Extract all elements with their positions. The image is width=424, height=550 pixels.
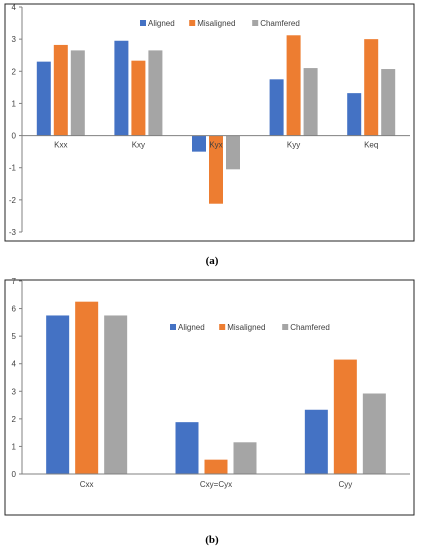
bar-chamfered-kxx (70, 50, 85, 136)
bar-chamfered-cxy-cyx (233, 442, 257, 474)
legend-swatch-misaligned (189, 20, 196, 26)
legend-label-aligned: Aligned (178, 323, 205, 332)
bar-aligned-keq (347, 93, 362, 136)
bar-chamfered-kxy (148, 50, 163, 136)
y-tick-label: 0 (12, 470, 17, 479)
category-label: Keq (364, 141, 378, 150)
bar-aligned-cyy (304, 409, 328, 474)
bar-misaligned-kxy (131, 60, 146, 136)
bar-chamfered-cyy (362, 393, 386, 474)
y-tick-label: 1 (12, 442, 17, 451)
bar-misaligned-cxx (75, 301, 99, 474)
y-tick-label: -2 (9, 196, 17, 205)
bar-chamfered-kyx (226, 135, 240, 170)
y-tick-label: 5 (12, 332, 17, 341)
y-tick-label: 0 (12, 132, 17, 141)
caption-b: (b) (205, 534, 219, 546)
y-tick-label: 3 (12, 387, 17, 396)
bar-chamfered-kyy (303, 68, 318, 136)
legend-swatch-aligned (170, 324, 176, 330)
y-tick-label: -1 (9, 164, 17, 173)
bar-misaligned-cxy-cyx (204, 459, 228, 474)
bar-misaligned-kyx (209, 135, 223, 204)
legend-label-misaligned: Misaligned (197, 19, 235, 28)
bar-aligned-kxy (114, 40, 129, 136)
chart-frame (4, 3, 415, 242)
caption-a: (a) (205, 255, 219, 267)
category-label: Cyy (338, 480, 352, 489)
legend-swatch-aligned (140, 20, 146, 26)
chart-a: -3 -2 -1 0 1 2 3 4 Kxx Kxy Kyx Kyy Keq Aligned Misalig… (4, 3, 415, 242)
legend-swatch-chamfered (252, 20, 259, 26)
category-label: Cxx (80, 480, 94, 489)
legend-swatch-chamfered (282, 324, 289, 330)
category-label: Kyx (209, 141, 222, 150)
category-label: Cxy=Cyx (200, 480, 232, 489)
bar-aligned-kxx (36, 61, 51, 136)
bar-aligned-cxy-cyx (175, 422, 199, 474)
legend-swatch-misaligned (219, 324, 226, 330)
bar-misaligned-kyy (286, 35, 301, 136)
y-tick-label: 7 (12, 277, 17, 286)
category-label: Kxx (54, 141, 67, 150)
bar-aligned-kyx (192, 135, 206, 152)
bar-misaligned-kxx (53, 44, 68, 136)
chart-b: 0 1 2 3 4 5 6 7 Cxx Cxy=Cyx Cyy Aligned Misaligned Ch… (4, 277, 415, 516)
y-tick-label: 6 (12, 305, 17, 314)
bar-chamfered-cxx (104, 315, 128, 474)
y-tick-label: -3 (9, 228, 17, 237)
bar-misaligned-keq (364, 39, 379, 136)
legend-label-chamfered: Chamfered (260, 19, 300, 28)
legend-label-chamfered: Chamfered (290, 323, 330, 332)
bar-aligned-cxx (46, 315, 70, 474)
category-label: Kyy (287, 141, 300, 150)
y-tick-label: 1 (12, 99, 17, 108)
chart-frame (4, 279, 415, 516)
legend-label-misaligned: Misaligned (227, 323, 265, 332)
bar-aligned-kyy (269, 79, 284, 136)
y-tick-label: 2 (12, 415, 17, 424)
y-tick-label: 2 (12, 67, 17, 76)
legend-label-aligned: Aligned (148, 19, 175, 28)
bar-chamfered-keq (381, 69, 396, 136)
y-tick-label: 4 (12, 360, 17, 369)
bar-misaligned-cyy (333, 359, 357, 474)
y-tick-label: 3 (12, 35, 17, 44)
category-label: Kxy (132, 141, 145, 150)
y-tick-label: 4 (12, 3, 17, 12)
